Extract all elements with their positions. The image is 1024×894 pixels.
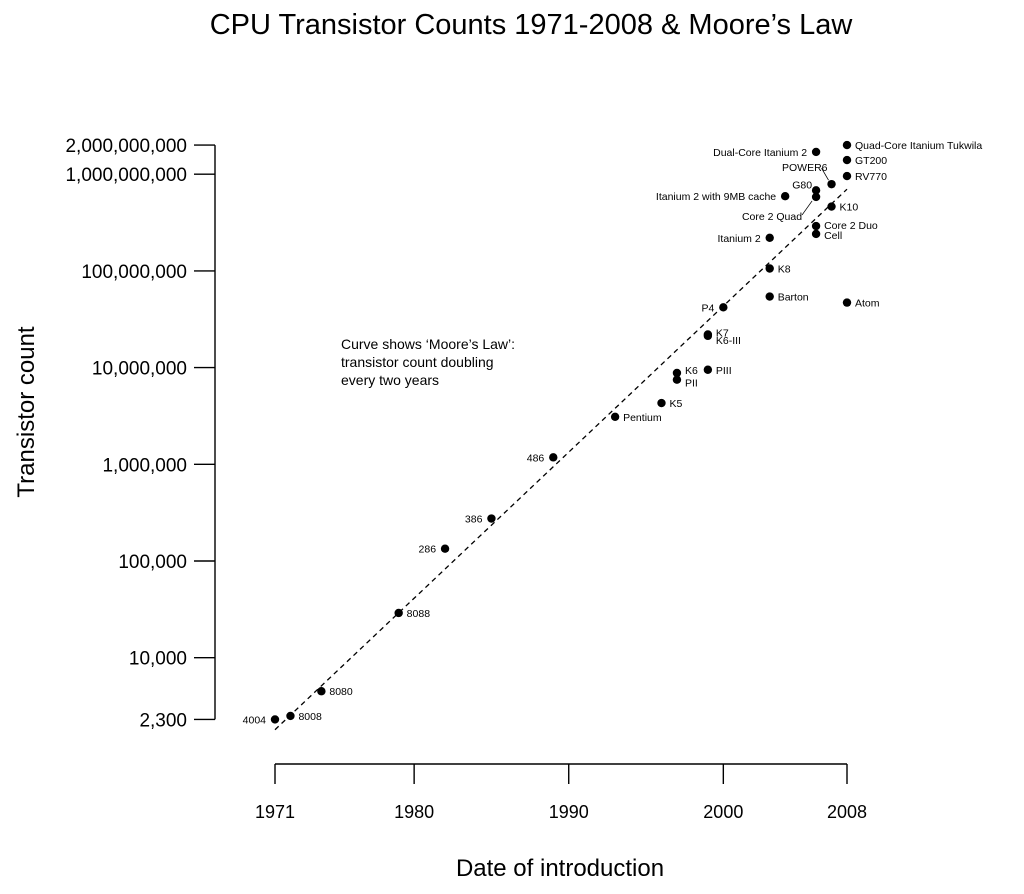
data-label: Barton <box>778 292 809 304</box>
y-tick-label: 10,000 <box>129 649 187 670</box>
trend-layer <box>274 188 848 731</box>
data-point <box>657 398 666 408</box>
x-tick-label: 2000 <box>703 802 743 822</box>
data-label: K8 <box>778 263 791 275</box>
data-point <box>842 140 852 150</box>
data-point <box>827 202 836 211</box>
data-point <box>549 453 558 462</box>
data-point <box>440 544 450 553</box>
data-label: Core 2 Duo <box>824 220 878 232</box>
axes: 2,300 10,000 100,000 1,000,000 10,000,000 100… <box>65 136 867 822</box>
data-label: Pentium <box>623 412 662 424</box>
data-label: GT200 <box>855 155 887 167</box>
data-label: K6 <box>685 365 698 377</box>
data-label: Itanium 2 <box>717 233 760 245</box>
data-label: 4004 <box>243 714 267 726</box>
data-point <box>317 687 326 696</box>
data-label: 8088 <box>407 608 431 620</box>
data-point <box>270 715 280 724</box>
data-point <box>703 330 713 339</box>
annotation-line: transistor count doubling <box>341 354 494 370</box>
x-tick-label: 1990 <box>549 802 589 822</box>
data-label: 8008 <box>298 711 322 723</box>
data-label: Core 2 Quad <box>742 211 802 223</box>
leader-line <box>801 200 813 216</box>
data-label: 386 <box>465 514 483 526</box>
data-label: G80 <box>792 179 812 191</box>
y-tick-label: 10,000,000 <box>92 359 187 380</box>
data-point <box>610 412 620 421</box>
data-point <box>672 375 682 384</box>
chart-title: CPU Transistor Counts 1971-2008 & Moore’… <box>210 9 854 41</box>
x-tick-label: 1980 <box>394 802 434 822</box>
data-label: Dual-Core Itanium 2 <box>713 147 807 159</box>
data-label: K5 <box>669 398 682 410</box>
data-point <box>765 233 774 242</box>
y-tick-label: 1,000,000,000 <box>65 165 187 186</box>
data-label: PIII <box>716 365 732 377</box>
data-point <box>827 179 836 189</box>
data-point <box>842 155 852 165</box>
data-label: Itanium 2 with 9MB cache <box>656 191 776 203</box>
data-label: K7 <box>716 327 729 339</box>
annotation-line: Curve shows ‘Moore’s Law’: <box>341 336 515 352</box>
x-tick-label: 1971 <box>255 802 295 822</box>
y-tick-label: 100,000,000 <box>81 262 187 283</box>
y-tick-label: 2,300 <box>139 710 187 731</box>
annotation-line: every two years <box>341 372 439 388</box>
data-point <box>811 147 821 157</box>
leader-line <box>821 167 829 181</box>
y-tick-label: 2,000,000,000 <box>65 136 187 157</box>
y-tick-label: 1,000,000 <box>102 455 187 476</box>
data-point <box>286 711 295 721</box>
moores-law-line <box>274 188 848 731</box>
data-point <box>842 298 852 307</box>
data-label: 286 <box>419 544 437 556</box>
data-label: 486 <box>527 452 545 464</box>
x-tick-label: 2008 <box>827 802 867 822</box>
data-label: RV770 <box>855 171 887 183</box>
data-label: P4 <box>701 302 714 314</box>
x-axis-label: Date of introduction <box>456 855 664 882</box>
data-point <box>394 608 403 618</box>
data-label: 8080 <box>329 686 353 698</box>
data-label: Cell <box>824 230 842 242</box>
y-axis-label: Transistor count <box>13 326 40 498</box>
data-label: POWER6 <box>782 162 828 174</box>
y-tick-label: 100,000 <box>118 552 187 573</box>
data-point <box>780 192 790 201</box>
data-point <box>765 292 774 301</box>
data-label: Atom <box>855 298 880 310</box>
data-point <box>719 303 728 312</box>
data-point <box>811 221 821 231</box>
data-label: K10 <box>840 202 859 214</box>
data-point <box>811 229 821 239</box>
data-label: PII <box>685 378 698 390</box>
data-point <box>842 171 852 181</box>
data-point <box>703 365 713 374</box>
annotation: Curve shows ‘Moore’s Law’: transistor cou… <box>341 336 515 388</box>
data-point <box>811 186 821 195</box>
data-point <box>672 368 682 378</box>
data-label: Quad-Core Itanium Tukwila <box>855 140 982 152</box>
data-point <box>765 264 774 273</box>
data-point <box>811 192 821 202</box>
data-point <box>487 514 496 523</box>
data-label: K6-III <box>716 335 741 347</box>
